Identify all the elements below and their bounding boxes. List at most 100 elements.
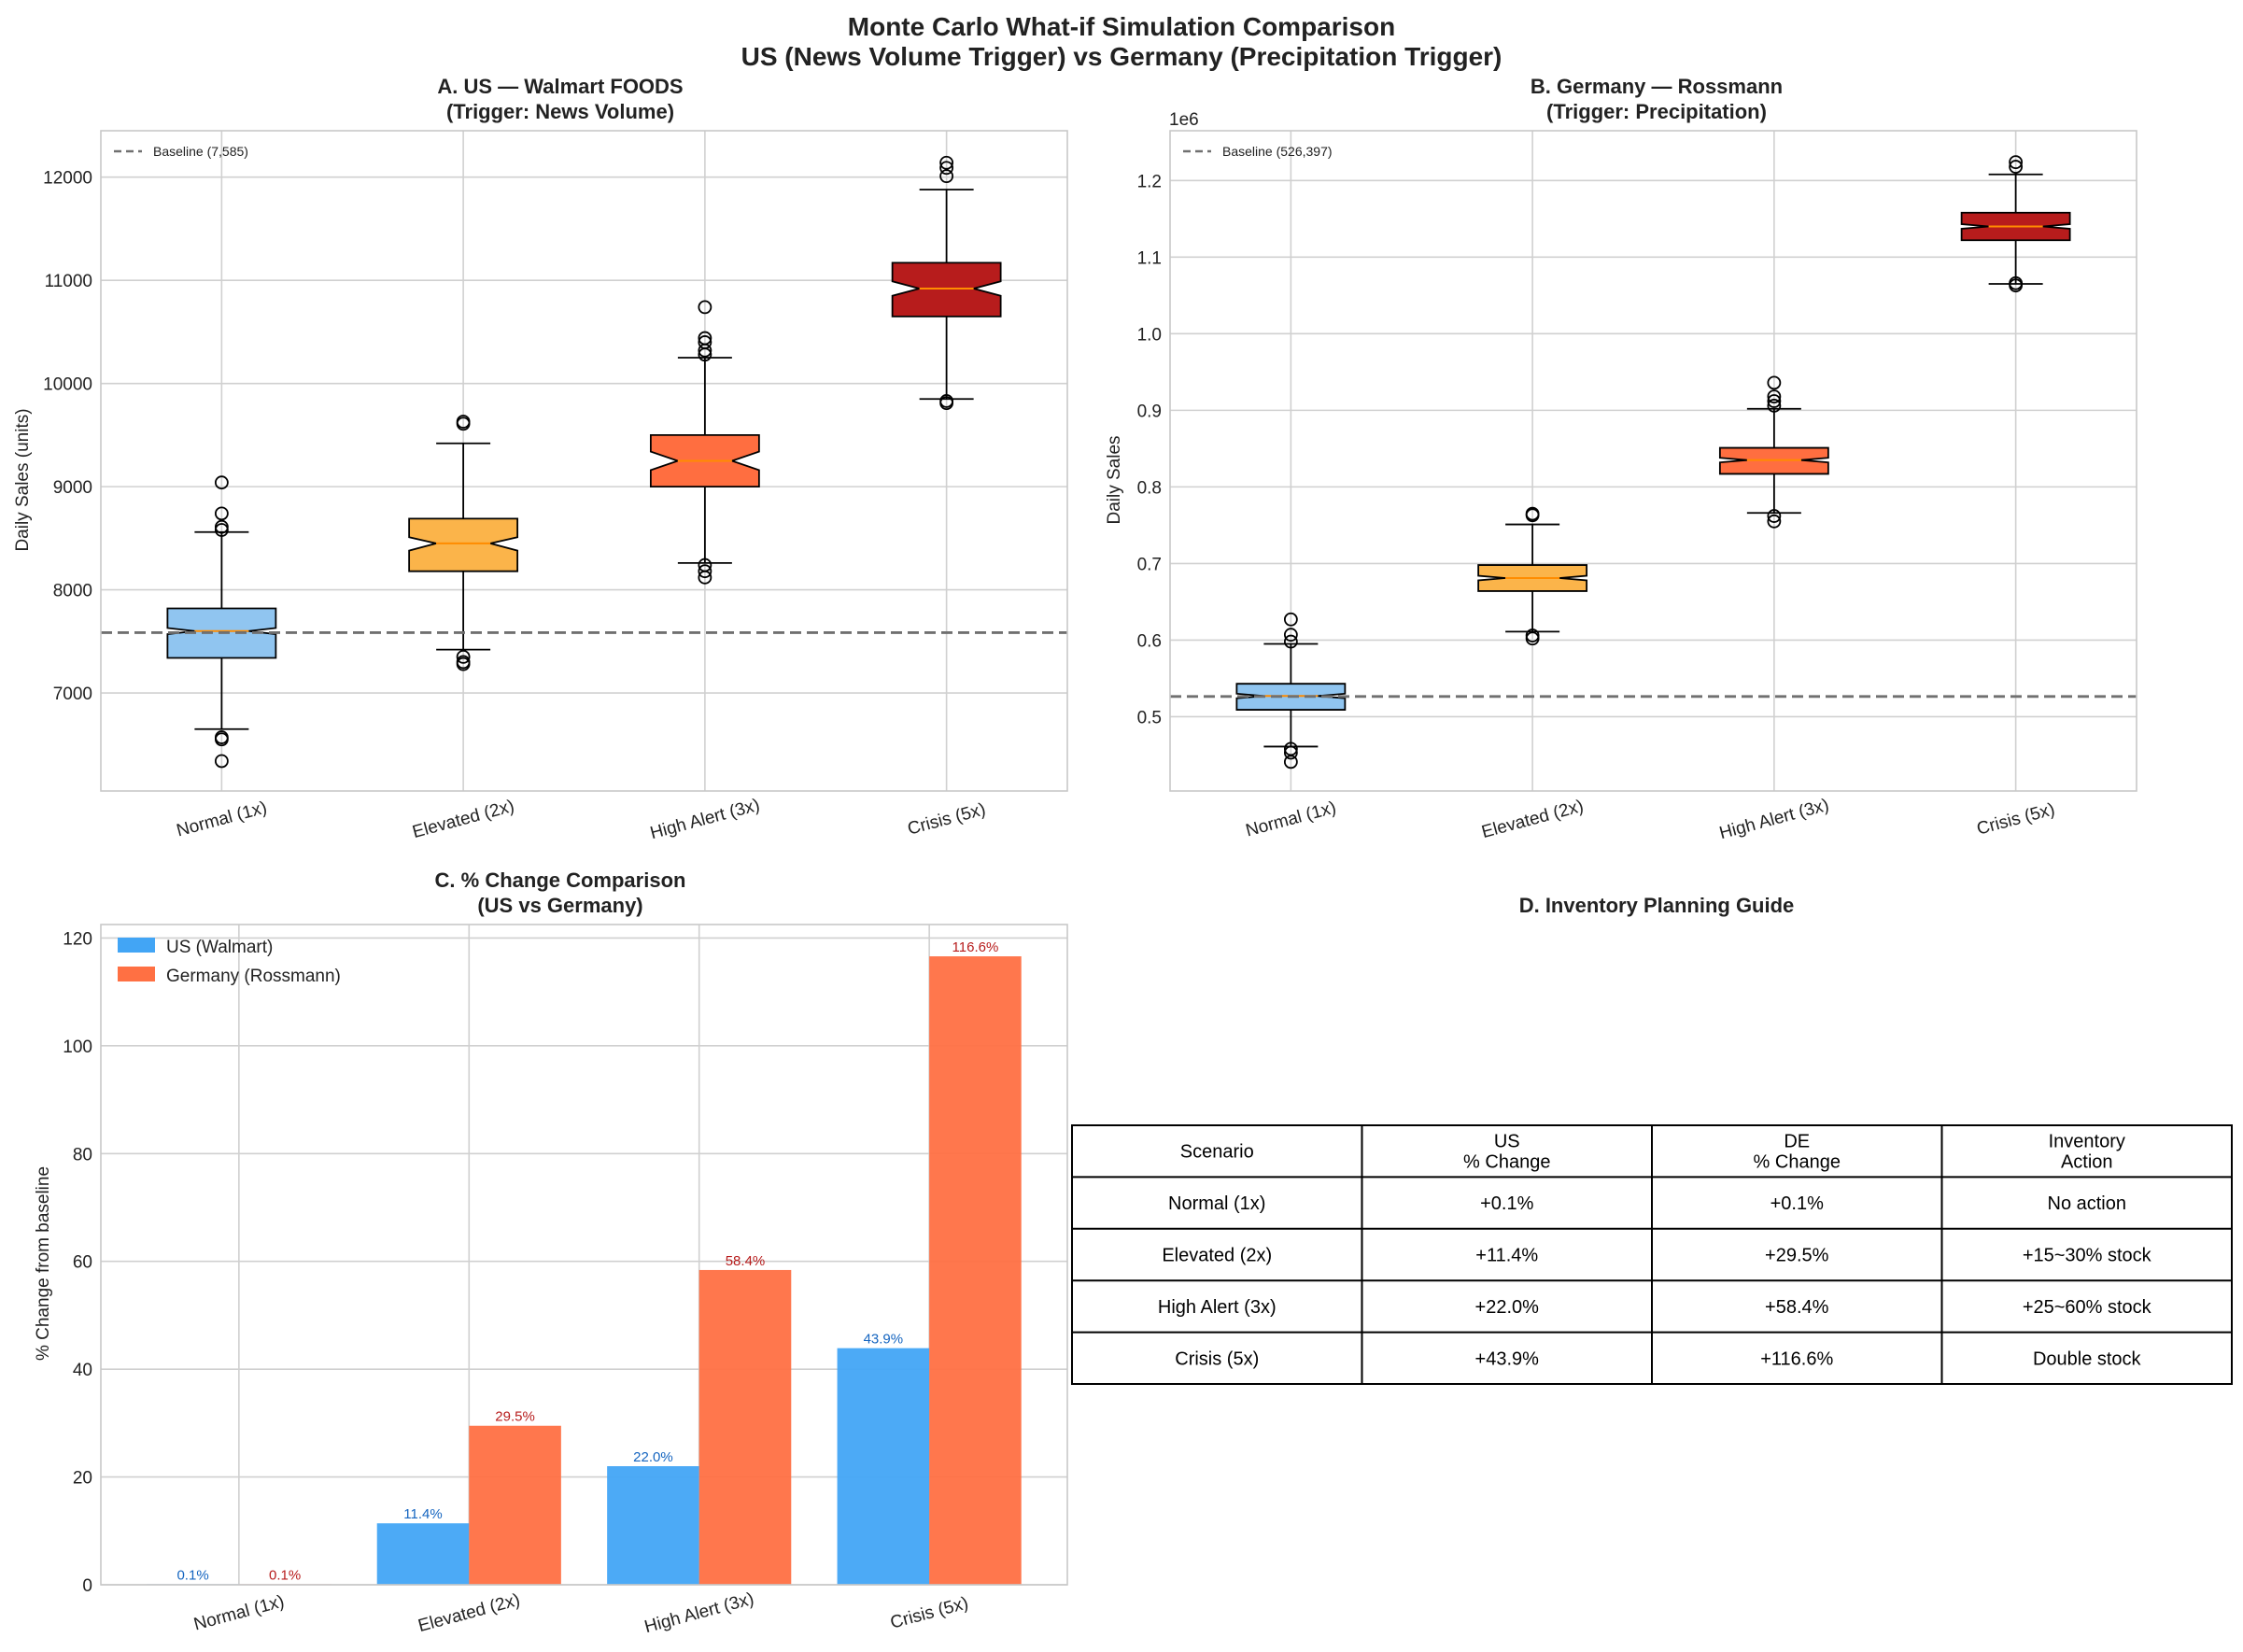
panel-a-y-tick-label: 12000 xyxy=(43,169,92,189)
outlier-point xyxy=(214,506,229,521)
panel-c-y-tick-label: 60 xyxy=(73,1253,92,1273)
panel-a-box-elevated-2x xyxy=(408,415,519,671)
panel-b-axes-frame xyxy=(1169,130,2137,792)
panel-c-y-axis-label: % Change from baseline xyxy=(34,1166,53,1361)
outlier-point xyxy=(1767,509,1782,523)
table-cell: +0.1% xyxy=(1770,1193,1824,1214)
panel-a-axes-frame xyxy=(100,130,1068,792)
outlier-point xyxy=(1767,394,1782,408)
table-cell: +58.4% xyxy=(1765,1297,1829,1318)
outlier-point xyxy=(1283,745,1298,760)
panel-c-bar-label: 58.4% xyxy=(726,1253,766,1269)
panel-b-legend-baseline-label: Baseline (526,397) xyxy=(1222,144,1333,159)
panel-c-legend-label: Germany (Rossmann) xyxy=(166,967,341,986)
table-cell: High Alert (3x) xyxy=(1158,1297,1277,1318)
table-cell: Elevated (2x) xyxy=(1162,1246,1272,1266)
panel-c-bar-us-walmart-elevated-2x xyxy=(376,1523,470,1585)
table-cell: +0.1% xyxy=(1480,1193,1533,1214)
table-cell: +43.9% xyxy=(1475,1348,1540,1369)
outlier-point xyxy=(939,394,954,408)
outlier-point xyxy=(698,335,712,349)
panel-b-y-tick-label: 1.0 xyxy=(1137,325,1162,345)
panel-c-bar-us-walmart-crisis-5x xyxy=(837,1348,930,1585)
table-header-cell: DE xyxy=(1784,1132,1810,1152)
panel-c-bar-us-walmart-high-alert-3x xyxy=(607,1466,699,1585)
outlier-point xyxy=(214,519,229,534)
panel-b-y-tick-label: 0.6 xyxy=(1137,631,1162,651)
table-cell: +29.5% xyxy=(1765,1246,1829,1266)
outlier-point xyxy=(1767,399,1782,413)
panel-a-y-tick-label: 10000 xyxy=(43,375,92,395)
panel-c-title-line1: C. % Change Comparison xyxy=(435,868,686,892)
outlier-point xyxy=(456,415,471,429)
panel-d-inventory-table: D. Inventory Planning Guide Scenario US% … xyxy=(1071,894,2233,1385)
panel-c-legend-swatch-germany-rossmann xyxy=(118,967,155,981)
panel-c-y-tick-label: 80 xyxy=(73,1145,92,1165)
table-cell: +11.4% xyxy=(1475,1246,1538,1266)
outlier-point xyxy=(939,161,954,176)
panel-b-y-tick-label: 0.9 xyxy=(1137,402,1162,421)
outlier-point xyxy=(214,754,229,769)
panel-c-bar-label: 11.4% xyxy=(403,1506,442,1522)
panel-c-y-tick-label: 0 xyxy=(82,1576,92,1596)
panel-a-us-boxplot: A. US — Walmart FOODS (Trigger: News Vol… xyxy=(13,75,1068,843)
box-body xyxy=(408,517,519,572)
panel-b-y-tick-label: 0.7 xyxy=(1137,555,1162,574)
outlier-point xyxy=(456,649,471,664)
outlier-point xyxy=(1283,628,1298,642)
table-header-cell: Inventory xyxy=(2049,1132,2125,1152)
figure-suptitle-line2: US (News Volume Trigger) vs Germany (Pre… xyxy=(741,42,1502,71)
panel-a-legend-baseline-label: Baseline (7,585) xyxy=(153,144,248,159)
panel-b-title-line1: B. Germany — Rossmann xyxy=(1531,75,1783,98)
table-cell: No action xyxy=(2048,1193,2127,1214)
panel-c-y-tick-label: 100 xyxy=(63,1038,92,1057)
panel-d-title: D. Inventory Planning Guide xyxy=(1519,894,1795,917)
outlier-point xyxy=(2009,160,2024,174)
panel-b-germany-boxplot: B. Germany — Rossmann (Trigger: Precipit… xyxy=(1105,75,2137,843)
panel-b-y-tick-label: 0.8 xyxy=(1137,478,1162,498)
panel-c-y-tick-label: 20 xyxy=(73,1469,92,1489)
outlier-point xyxy=(698,564,712,579)
outlier-point xyxy=(1283,612,1298,627)
outlier-point xyxy=(1525,628,1540,642)
panel-c-bar-label: 0.1% xyxy=(176,1567,208,1583)
panel-a-box-normal-1x xyxy=(166,475,277,769)
panel-b-y-tick-label: 0.5 xyxy=(1137,708,1162,727)
panel-b-offset-text: 1e6 xyxy=(1169,110,1199,130)
panel-c-y-tick-label: 40 xyxy=(73,1361,92,1380)
panel-a-box-crisis-5x xyxy=(891,155,1002,411)
panel-a-y-tick-label: 9000 xyxy=(53,478,92,498)
table-header-cell: Scenario xyxy=(1180,1142,1254,1163)
outlier-point xyxy=(1767,514,1782,529)
panel-b-y-axis-label: Daily Sales xyxy=(1105,435,1124,524)
panel-c-bar-label: 116.6% xyxy=(952,939,999,955)
panel-c-legend-label: US (Walmart) xyxy=(166,938,273,957)
panel-b-title-line2: (Trigger: Precipitation) xyxy=(1546,100,1767,123)
panel-c-bar-label: 43.9% xyxy=(864,1332,904,1348)
panel-c-legend-swatch-us-walmart xyxy=(118,938,155,953)
outlier-point xyxy=(698,300,712,315)
table-header-cell: Action xyxy=(2061,1152,2113,1173)
panel-b-box-elevated-2x xyxy=(1477,506,1588,646)
outlier-point xyxy=(1283,741,1298,756)
figure-suptitle-line1: Monte Carlo What-if Simulation Compariso… xyxy=(848,12,1395,41)
table-cell: Crisis (5x) xyxy=(1175,1348,1259,1369)
outlier-point xyxy=(2009,275,2024,290)
panel-b-y-tick-label: 1.2 xyxy=(1137,172,1162,191)
panel-c-bar-label: 0.1% xyxy=(269,1567,301,1583)
outlier-point xyxy=(2009,155,2024,170)
panel-c-y-tick-label: 120 xyxy=(63,929,92,949)
table-header-cell: US xyxy=(1494,1132,1520,1152)
table-cell: +116.6% xyxy=(1760,1348,1833,1369)
panel-a-title-line1: A. US — Walmart FOODS xyxy=(437,75,683,98)
panel-c-title-line2: (US vs Germany) xyxy=(477,894,642,917)
panel-c-bar-germany-rossmann-elevated-2x xyxy=(469,1425,561,1585)
panel-c-bar-germany-rossmann-high-alert-3x xyxy=(698,1269,792,1585)
outlier-point xyxy=(1525,506,1540,521)
panel-a-y-tick-label: 8000 xyxy=(53,582,92,601)
table-cell: +15~30% stock xyxy=(2023,1246,2152,1266)
panel-c-bar-label: 29.5% xyxy=(495,1409,535,1425)
panel-a-box-high-alert-3x xyxy=(649,300,760,585)
outlier-point xyxy=(214,475,229,490)
